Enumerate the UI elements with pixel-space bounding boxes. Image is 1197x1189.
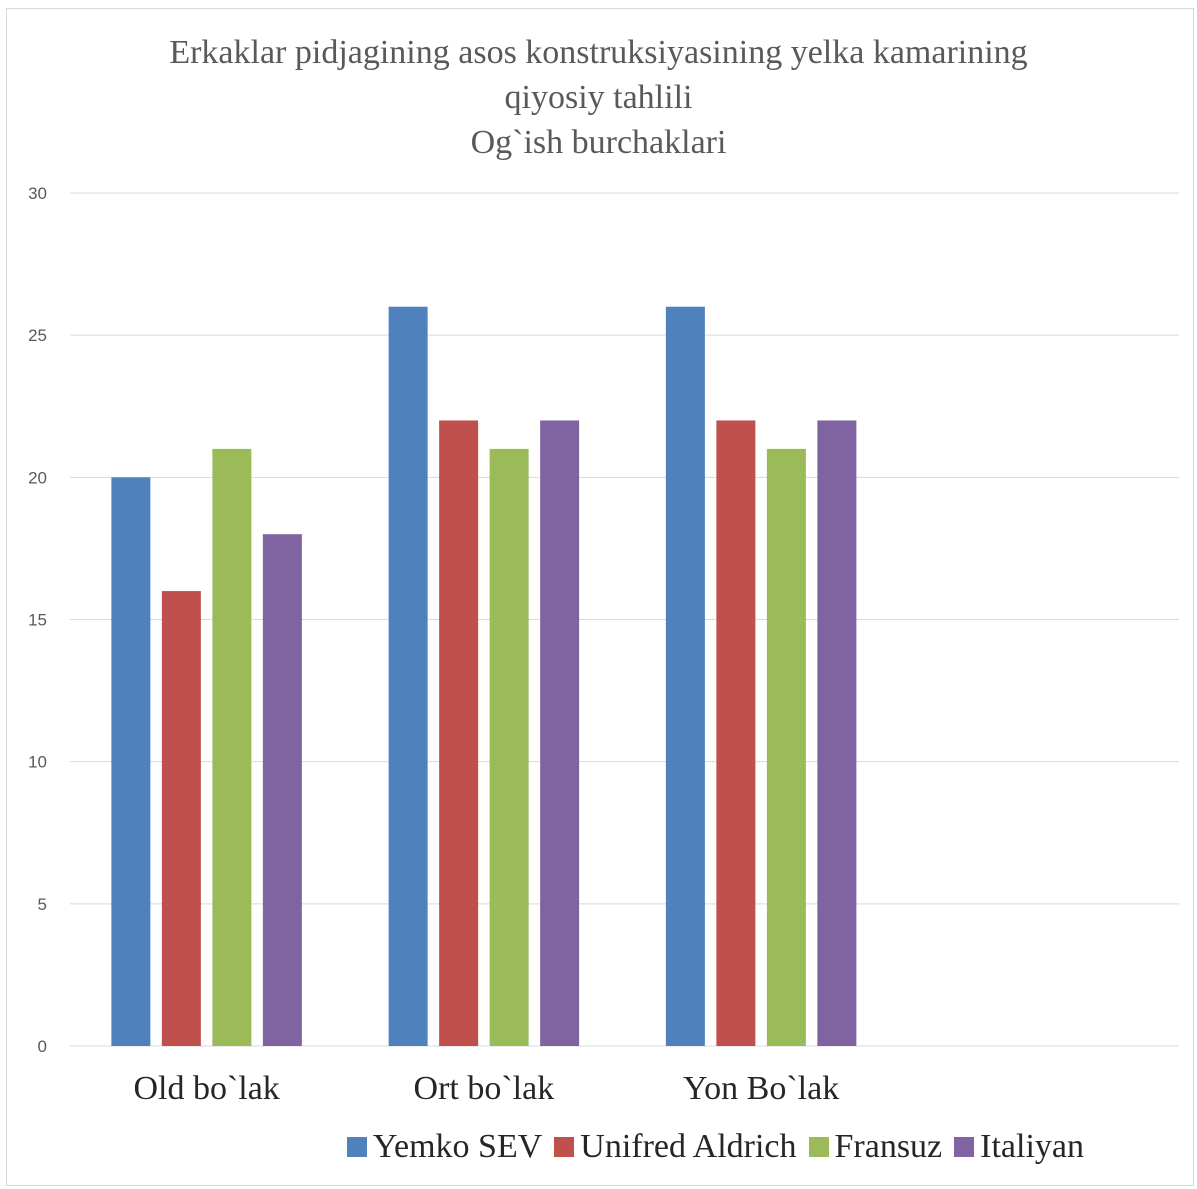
legend: Yemko SEV Unifred Aldrich Fransuz Italiy… — [0, 1128, 1197, 1166]
bar — [540, 420, 580, 1046]
x-category-label: Yon Bo`lak — [683, 1070, 839, 1107]
legend-item-fransuz: Fransuz — [808, 1128, 943, 1166]
y-tick-label: 25 — [28, 326, 47, 345]
y-tick-label: 5 — [38, 895, 47, 914]
y-tick-label: 0 — [38, 1037, 47, 1056]
bar — [665, 306, 705, 1046]
legend-item-italiyan: Italiyan — [954, 1128, 1084, 1166]
chart-frame — [6, 8, 1194, 1186]
chart-title: Erkaklar pidjagining asos konstruksiyasi… — [0, 30, 1197, 165]
chart-title-line-2: qiyosiy tahlili — [504, 79, 693, 116]
legend-swatch — [346, 1137, 367, 1157]
bar — [388, 306, 428, 1046]
legend-swatch — [954, 1137, 975, 1157]
y-tick-label: 30 — [28, 184, 47, 203]
gridlines — [70, 192, 1179, 1047]
legend-item-yemko-sev: Yemko SEV — [346, 1128, 543, 1166]
y-tick-label: 20 — [28, 468, 47, 487]
legend-label: Italiyan — [980, 1128, 1084, 1165]
legend-item-unifred-aldrich: Unifred Aldrich — [554, 1128, 797, 1166]
x-category-label: Old bo`lak — [133, 1070, 279, 1107]
bar — [817, 420, 857, 1046]
legend-label: Yemko SEV — [372, 1128, 543, 1165]
chart-title-line-1: Erkaklar pidjagining asos konstruksiyasi… — [169, 34, 1028, 71]
bar — [439, 420, 479, 1046]
bar — [262, 534, 302, 1046]
chart-title-line-3: Og`ish burchaklari — [470, 124, 727, 161]
legend-label: Unifred Aldrich — [580, 1128, 797, 1165]
bar — [766, 448, 806, 1046]
legend-swatch — [808, 1137, 829, 1157]
bar — [489, 448, 529, 1046]
y-tick-label: 15 — [28, 611, 47, 630]
bar — [111, 477, 151, 1046]
legend-label: Fransuz — [834, 1128, 943, 1165]
x-category-label: Ort bo`lak — [414, 1070, 555, 1107]
legend-swatch — [554, 1137, 575, 1157]
bar — [212, 448, 252, 1046]
y-axis-ticks: 0 5 10 15 20 25 30 — [28, 184, 47, 1056]
bars — [111, 306, 857, 1046]
x-axis-category-labels: Old bo`lak Ort bo`lak Yon Bo`lak — [133, 1070, 839, 1107]
y-tick-label: 10 — [28, 753, 47, 772]
bar — [161, 591, 201, 1046]
bar — [716, 420, 756, 1046]
